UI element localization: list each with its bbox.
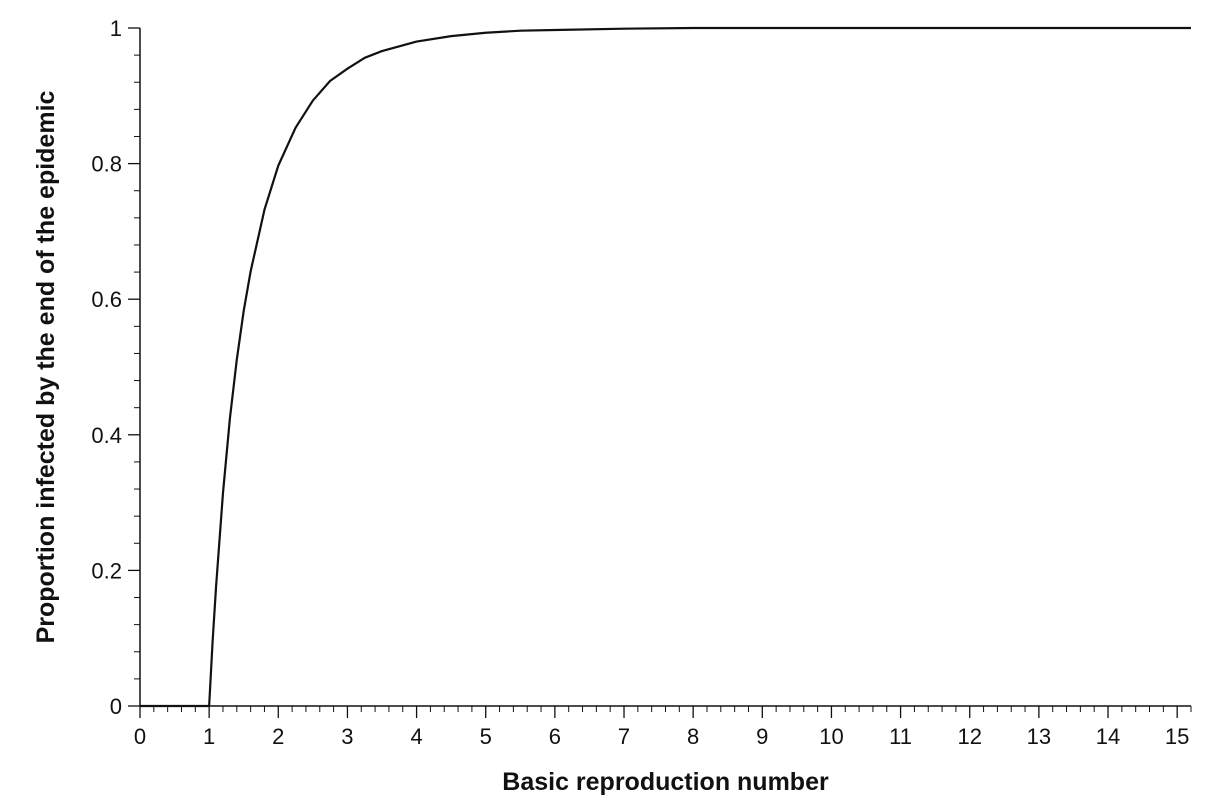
x-tick-label: 6 xyxy=(549,724,561,749)
y-tick-label: 0 xyxy=(110,694,122,719)
x-tick-label: 8 xyxy=(687,724,699,749)
x-tick-label: 9 xyxy=(756,724,768,749)
series-point xyxy=(139,705,140,706)
series-point xyxy=(1190,27,1191,28)
x-tick-label: 2 xyxy=(272,724,284,749)
y-tick-label: 1 xyxy=(110,16,122,41)
x-tick-label: 1 xyxy=(203,724,215,749)
series-point xyxy=(347,68,348,69)
y-tick-label: 0.6 xyxy=(91,287,122,312)
series-point xyxy=(250,271,251,272)
x-axis-title: Basic reproduction number xyxy=(502,768,829,796)
x-tick-label: 0 xyxy=(134,724,146,749)
series-point xyxy=(330,80,331,81)
y-tick-label: 0.2 xyxy=(91,558,122,583)
series-point xyxy=(236,359,237,360)
series-point xyxy=(416,41,417,42)
series-point xyxy=(222,493,223,494)
series-point xyxy=(623,28,624,29)
x-tick-label: 14 xyxy=(1096,724,1120,749)
series-point xyxy=(295,127,296,128)
series-line-0 xyxy=(140,26,1191,708)
x-tick-label: 7 xyxy=(618,724,630,749)
series-point xyxy=(215,586,216,587)
x-tick-label: 12 xyxy=(957,724,981,749)
x-tick-label: 4 xyxy=(410,724,422,749)
y-tick-label: 0.8 xyxy=(91,152,122,177)
series-point xyxy=(831,27,832,28)
series-point xyxy=(264,209,265,210)
series-point xyxy=(451,36,452,37)
series-point xyxy=(229,418,230,419)
series-point xyxy=(554,29,555,30)
x-tick-label: 13 xyxy=(1027,724,1051,749)
series-point xyxy=(209,705,210,706)
series-point xyxy=(520,30,521,31)
series-point xyxy=(762,27,763,28)
series-point xyxy=(381,50,382,51)
series-point xyxy=(485,32,486,33)
series-point xyxy=(312,100,313,101)
x-tick-label: 15 xyxy=(1165,724,1189,749)
series-point xyxy=(364,57,365,58)
series-point xyxy=(212,641,213,642)
y-tick-label: 0.4 xyxy=(91,423,122,448)
series-point xyxy=(243,310,244,311)
y-axis-title: Proportion infected by the end of the ep… xyxy=(32,90,60,643)
series-point xyxy=(278,165,279,166)
x-tick-label: 5 xyxy=(480,724,492,749)
x-tick-label: 11 xyxy=(889,724,912,749)
x-tick-label: 3 xyxy=(341,724,353,749)
series-point xyxy=(969,27,970,28)
x-tick-label: 10 xyxy=(819,724,843,749)
series-point xyxy=(693,27,694,28)
